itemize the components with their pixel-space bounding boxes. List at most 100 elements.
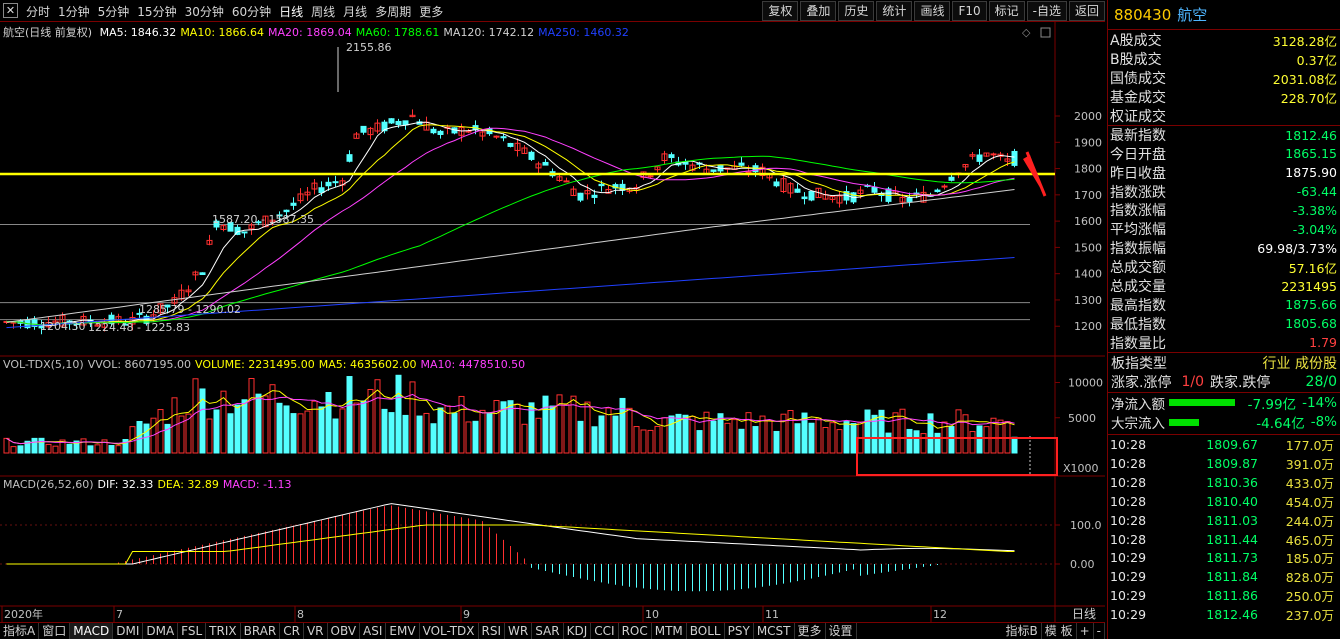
tool-button[interactable]: 复权: [762, 1, 799, 21]
candle-body: [808, 190, 815, 201]
tool-button[interactable]: 返回: [1068, 1, 1105, 21]
tick-list[interactable]: 10:28 1809.67 177.0万 10:28 1809.87 391.0万 10:2…: [1108, 434, 1340, 624]
board-type: 板指类型 行业 成份股: [1108, 352, 1340, 372]
volume-bar: [108, 445, 115, 454]
volume-bar: [283, 405, 290, 454]
candle-body: [591, 194, 598, 198]
tick-time: 10:29: [1110, 569, 1147, 585]
tool-button[interactable]: 画线: [914, 1, 951, 21]
x-axis-label: 12: [933, 608, 947, 621]
indicator-tab[interactable]: VR: [304, 623, 328, 639]
indicator-tab[interactable]: WR: [505, 623, 533, 639]
macd-tick-label: 100.0: [1070, 519, 1102, 532]
tick-price: 1810.40: [1206, 493, 1258, 509]
period-tab[interactable]: 60分钟: [231, 5, 272, 19]
tool-button[interactable]: -自选: [1026, 1, 1067, 21]
indicator-tab[interactable]: 指标A: [0, 623, 40, 639]
indicator-tab-right-item[interactable]: -: [1094, 623, 1105, 639]
volume-bar: [521, 423, 528, 454]
period-tab[interactable]: 15分钟: [137, 5, 177, 19]
candle-body: [255, 221, 262, 224]
volume-legend-item: VVOL: 8607195.00: [87, 358, 192, 371]
indicator-tab[interactable]: PSY: [725, 623, 754, 639]
indicator-tab[interactable]: 更多: [795, 623, 826, 639]
indicator-tab[interactable]: ROC: [619, 623, 652, 639]
period-tab[interactable]: 分时: [26, 5, 51, 19]
period-tab[interactable]: 1分钟: [58, 5, 90, 19]
candle-body: [857, 189, 864, 194]
indicator-tab[interactable]: OBV: [328, 623, 361, 639]
tick-price: 1811.84: [1206, 569, 1258, 585]
indicator-tab[interactable]: ASI: [360, 623, 387, 639]
candle-body: [661, 153, 668, 162]
candle-body: [906, 197, 913, 202]
indicator-tab[interactable]: MTM: [652, 623, 687, 639]
index-stats: A股成交 3128.28亿 B股成交 0.37亿 国债成交 2031.08亿 基金成交 228…: [1108, 30, 1340, 352]
price-tick-label: 1700: [1074, 189, 1102, 202]
indicator-tab[interactable]: BRAR: [241, 623, 281, 639]
indicator-tab[interactable]: BOLL: [687, 623, 725, 639]
candle-body: [171, 297, 178, 304]
volume-bar: [549, 405, 556, 454]
candle-body: [899, 196, 906, 203]
volume-bar: [227, 413, 234, 454]
indicator-tab[interactable]: CR: [280, 623, 304, 639]
macd-legend-item: MACD(26,52,60): [3, 478, 94, 491]
volume-bar: [199, 388, 206, 454]
price-tick-label: 1500: [1074, 241, 1102, 254]
indicator-tab[interactable]: KDJ: [564, 623, 592, 639]
indicator-tab[interactable]: DMI: [113, 623, 144, 639]
tool-button[interactable]: 标记: [988, 1, 1025, 21]
volume-bar: [864, 409, 871, 454]
index-name: 航空: [1177, 6, 1208, 24]
period-tab[interactable]: 30分钟: [184, 5, 224, 19]
tool-button[interactable]: 叠加: [800, 1, 837, 21]
indicator-tab-right-item[interactable]: +: [1077, 623, 1094, 639]
period-tab[interactable]: 月线: [343, 5, 368, 19]
price-tick-label: 1400: [1074, 268, 1102, 281]
x-axis-label: 9: [463, 608, 470, 621]
tool-button[interactable]: 历史: [838, 1, 875, 21]
indicator-tab[interactable]: FSL: [178, 623, 207, 639]
volume-bar: [801, 412, 808, 454]
ma-legend: MA5: 1846.32 MA10: 1866.64 MA20: 1869.04 MA…: [100, 26, 633, 39]
indicator-tab[interactable]: 窗口: [39, 623, 71, 639]
indicator-tab[interactable]: CCI: [591, 623, 619, 639]
indicator-tab-right-item[interactable]: 模 板: [1042, 623, 1077, 639]
tick-amount: 465.0万: [1285, 532, 1334, 548]
indicator-tab[interactable]: 设置: [826, 623, 857, 639]
indicator-tab[interactable]: RSI: [479, 623, 506, 639]
volume-bar: [647, 429, 654, 454]
volume-ma5-line: [6, 389, 1015, 445]
tick-amount: 244.0万: [1285, 513, 1334, 529]
indicator-tab[interactable]: MACD: [70, 623, 114, 639]
x-axis-label: 11: [765, 608, 779, 621]
indicator-tab[interactable]: SAR: [532, 623, 564, 639]
period-tab[interactable]: 日线: [279, 5, 304, 19]
candle-body: [829, 195, 836, 200]
indicator-tab[interactable]: MCST: [754, 623, 795, 639]
period-tab[interactable]: 5分钟: [97, 5, 130, 19]
panel-maximize-icon[interactable]: [1040, 27, 1051, 38]
ma5-line: [6, 121, 1015, 327]
indicator-tab[interactable]: TRIX: [206, 623, 241, 639]
volume-bar: [325, 391, 332, 454]
candle-body: [577, 192, 584, 201]
indicator-tab[interactable]: EMV: [386, 623, 420, 639]
period-tab[interactable]: 多周期: [375, 5, 412, 19]
indicator-tab[interactable]: DMA: [143, 623, 179, 639]
price-tick-label: 1900: [1074, 136, 1102, 149]
indicator-tab[interactable]: VOL-TDX: [420, 623, 479, 639]
fund-flow-row: 大宗流入 -4.64亿 -8%: [1108, 412, 1340, 432]
price-annotation: 1204.30: [40, 320, 86, 333]
period-tab[interactable]: 周线: [311, 5, 336, 19]
kline-chart[interactable]: 2000 1900 1800 1700 1600 1500 1400 1300 1200 2155…: [0, 22, 1105, 622]
indicator-tab-right-item[interactable]: 指标B: [1003, 623, 1042, 639]
close-icon[interactable]: ✕: [3, 3, 18, 18]
stat-row: 最新指数 1812.46: [1108, 125, 1340, 144]
board-type-value[interactable]: 行业 成份股: [1262, 355, 1337, 372]
period-tab[interactable]: 更多: [419, 5, 444, 19]
tool-button[interactable]: F10: [952, 1, 987, 21]
tick-row: 10:28 1811.44 465.0万: [1108, 530, 1340, 549]
tool-button[interactable]: 统计: [876, 1, 913, 21]
